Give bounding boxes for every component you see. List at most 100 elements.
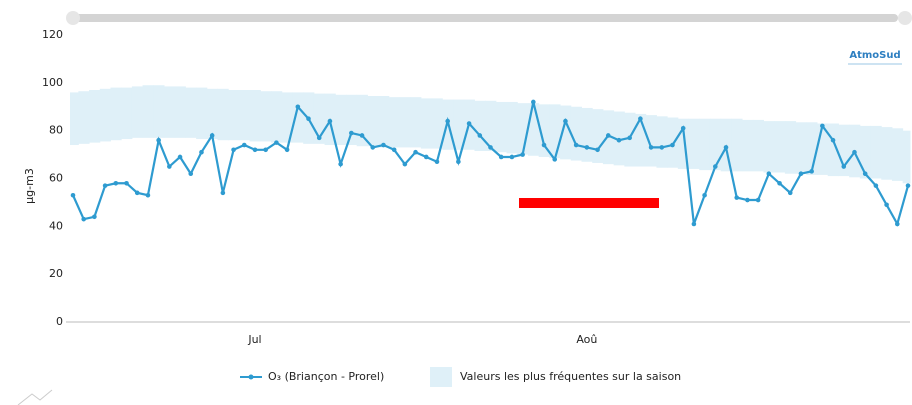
y-tick-label: 0 bbox=[56, 315, 63, 328]
band-segment bbox=[474, 100, 486, 151]
data-point bbox=[627, 135, 632, 141]
scrollbar-handle[interactable] bbox=[66, 11, 80, 25]
band-segment bbox=[292, 92, 304, 143]
data-point bbox=[787, 190, 793, 196]
data-point bbox=[734, 195, 740, 200]
legend-swatch bbox=[430, 367, 452, 387]
band-segment bbox=[388, 97, 401, 148]
data-point bbox=[745, 197, 750, 203]
data-point bbox=[167, 164, 172, 169]
scrollbar-track[interactable] bbox=[70, 14, 898, 22]
band-segment bbox=[431, 98, 443, 149]
band-segment bbox=[731, 118, 743, 172]
band-segment bbox=[281, 92, 293, 143]
data-point bbox=[584, 145, 590, 150]
y-tick-label: 40 bbox=[49, 219, 63, 232]
band-segment bbox=[635, 113, 647, 167]
y-tick-label: 60 bbox=[49, 172, 63, 185]
data-point bbox=[381, 142, 386, 148]
data-point bbox=[231, 147, 236, 153]
band-segment bbox=[228, 90, 240, 141]
data-point bbox=[605, 133, 611, 138]
data-point bbox=[241, 142, 247, 148]
band-segment bbox=[399, 97, 411, 148]
y-tick-label: 80 bbox=[49, 124, 63, 137]
data-point bbox=[423, 154, 429, 160]
band-segment bbox=[249, 90, 261, 142]
band-segment bbox=[142, 85, 154, 138]
data-point bbox=[691, 221, 697, 227]
data-point bbox=[92, 214, 97, 220]
band-segment bbox=[699, 118, 711, 171]
data-point bbox=[509, 154, 515, 160]
data-point bbox=[199, 149, 204, 155]
data-point bbox=[820, 123, 825, 129]
scrollbar-handle[interactable] bbox=[898, 11, 912, 25]
data-point bbox=[263, 147, 268, 153]
band-segment bbox=[153, 85, 165, 138]
data-point bbox=[316, 135, 322, 141]
data-point bbox=[905, 183, 911, 188]
band-segment bbox=[827, 123, 839, 177]
band-segment bbox=[131, 86, 144, 138]
band-segment bbox=[806, 122, 818, 175]
data-point bbox=[456, 159, 461, 165]
band-segment bbox=[367, 95, 379, 147]
x-tick-label: Jul bbox=[247, 333, 261, 346]
band-segment bbox=[742, 119, 754, 172]
band-segment bbox=[99, 88, 111, 142]
band-segment bbox=[453, 99, 465, 150]
band-segment bbox=[881, 127, 893, 180]
band-segment bbox=[891, 128, 904, 181]
data-point bbox=[830, 137, 836, 143]
data-point bbox=[209, 133, 215, 138]
data-point bbox=[70, 192, 76, 198]
band-segment bbox=[870, 125, 882, 179]
decoration bbox=[17, 389, 53, 405]
band-segment bbox=[89, 90, 101, 143]
redaction bbox=[519, 198, 659, 208]
band-segment bbox=[196, 87, 208, 140]
data-point bbox=[102, 183, 108, 188]
data-point bbox=[894, 221, 900, 227]
data-point bbox=[862, 171, 868, 177]
data-point bbox=[841, 164, 847, 169]
band-segment bbox=[217, 88, 229, 141]
band-segment bbox=[774, 121, 786, 173]
band-segment bbox=[795, 122, 807, 174]
band-segment bbox=[538, 104, 550, 157]
data-point bbox=[766, 171, 772, 177]
logo: AtmoSud bbox=[849, 50, 900, 61]
band-segment bbox=[677, 118, 690, 169]
data-point bbox=[563, 118, 568, 124]
legend-label[interactable]: Valeurs les plus fréquentes sur la saiso… bbox=[460, 370, 681, 383]
band-segment bbox=[645, 115, 657, 167]
data-point bbox=[713, 164, 718, 169]
y-tick-label: 100 bbox=[42, 76, 63, 89]
band-segment bbox=[549, 104, 561, 159]
data-point bbox=[520, 152, 525, 157]
band-segment bbox=[420, 98, 433, 149]
data-point bbox=[777, 180, 782, 186]
data-point bbox=[274, 140, 279, 145]
band-segment bbox=[592, 109, 604, 163]
data-point bbox=[873, 183, 879, 188]
band-segment bbox=[78, 91, 90, 144]
band-segment bbox=[581, 107, 593, 162]
data-point bbox=[531, 99, 536, 105]
legend-label[interactable]: O₃ (Briançon - Prorel) bbox=[268, 370, 384, 383]
band-segment bbox=[517, 103, 529, 155]
data-point bbox=[541, 142, 547, 148]
band-segment bbox=[110, 87, 122, 141]
y-tick-label: 120 bbox=[42, 28, 63, 41]
data-point bbox=[177, 154, 183, 160]
data-point bbox=[370, 145, 376, 150]
band-segment bbox=[763, 121, 775, 173]
data-point bbox=[445, 118, 450, 124]
data-point bbox=[295, 104, 301, 110]
data-point bbox=[884, 202, 889, 208]
band-segment bbox=[206, 88, 219, 140]
legend-marker bbox=[248, 374, 254, 380]
x-tick-label: Aoû bbox=[576, 333, 597, 346]
